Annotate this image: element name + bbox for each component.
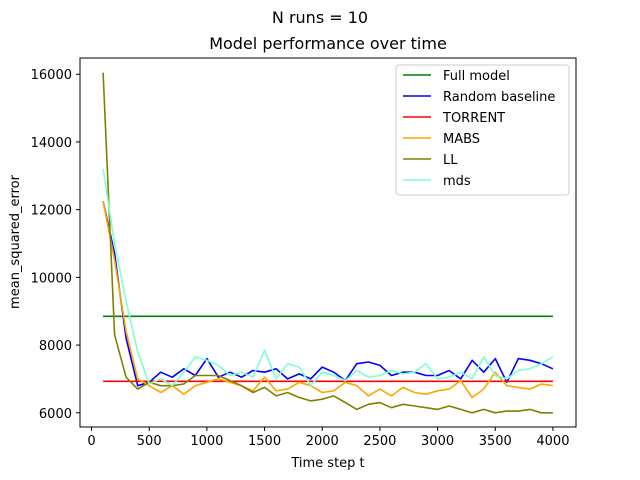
legend-label-4: LL	[443, 153, 458, 168]
legend-box	[395, 64, 570, 196]
legend-label-5: mds	[443, 174, 471, 189]
chart-title: Model performance over time	[209, 34, 447, 53]
y-tick-label-0: 6000	[39, 407, 72, 422]
legend-label-1: Random baseline	[443, 90, 555, 105]
series-line-4	[102, 72, 553, 414]
plot-frame	[79, 57, 577, 428]
legend-label-3: MABS	[443, 132, 480, 147]
chart-suptitle: N runs = 10	[272, 8, 368, 27]
x-tick-label-1: 500	[137, 434, 162, 449]
legend-label-2: TORRENT	[442, 111, 505, 126]
y-tick-label-1: 8000	[39, 339, 72, 354]
x-tick-label-4: 2000	[306, 434, 339, 449]
x-axis-ticks: 0 500 1000 1500 2000 2500 3000 3500 4000	[87, 427, 569, 449]
y-tick-label-2: 10000	[31, 271, 72, 286]
series-line-3	[102, 201, 554, 399]
x-tick-label-7: 3500	[479, 434, 512, 449]
series-line-1	[102, 201, 554, 387]
x-tick-label-8: 4000	[536, 434, 569, 449]
x-tick-label-0: 0	[87, 434, 95, 449]
y-axis-label: mean_squared_error	[8, 174, 23, 309]
x-tick-label-3: 1500	[248, 434, 281, 449]
x-axis-label: Time step t	[290, 456, 364, 471]
legend-label-0: Full model	[443, 69, 510, 84]
series-line-5	[102, 168, 554, 387]
x-tick-label-6: 3000	[421, 434, 454, 449]
series-layer	[102, 72, 554, 414]
y-tick-label-4: 14000	[31, 136, 72, 151]
y-tick-label-3: 12000	[31, 204, 72, 219]
y-tick-label-5: 16000	[31, 68, 72, 83]
legend: Full model Random baseline TORRENT MABS LL md…	[395, 64, 570, 196]
x-tick-label-2: 1000	[190, 434, 223, 449]
y-axis-ticks: 6000 8000 10000 12000 14000 16000	[31, 68, 80, 422]
x-tick-label-5: 2500	[363, 434, 396, 449]
